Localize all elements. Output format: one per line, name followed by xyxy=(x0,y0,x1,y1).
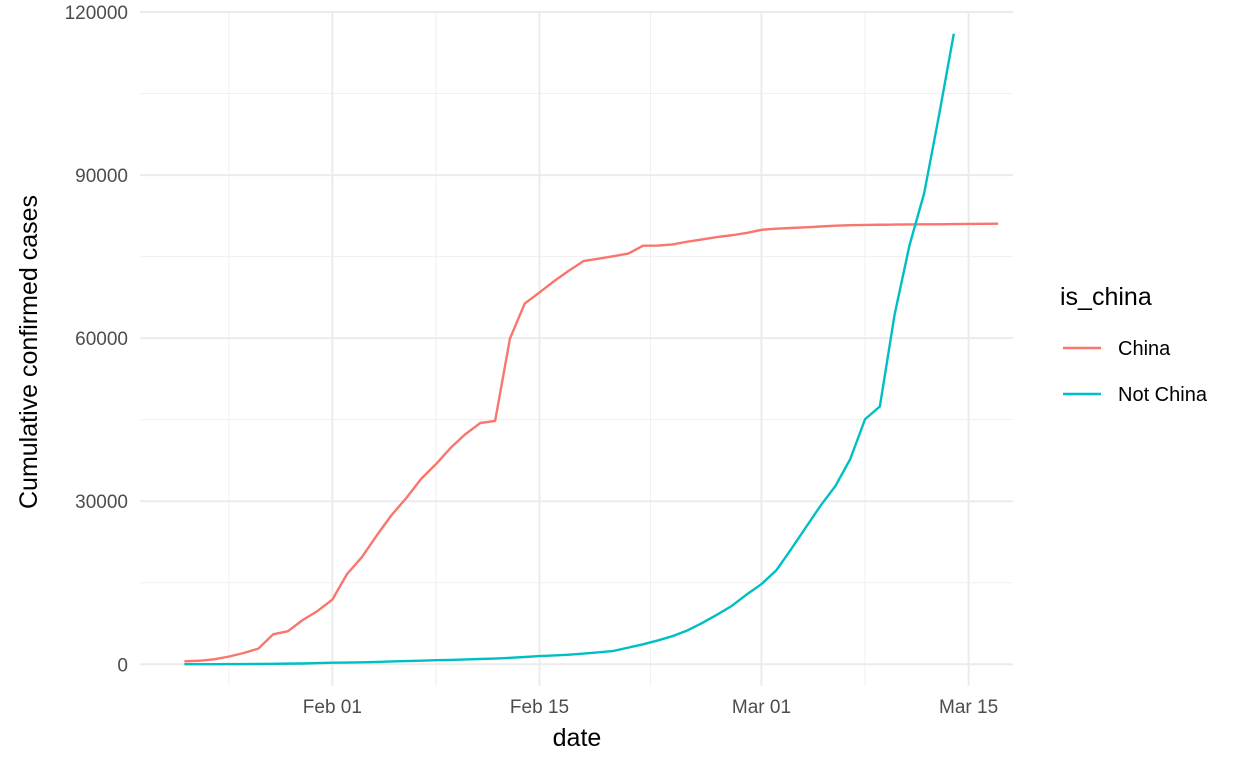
x-axis-tick-labels: Feb 01 Feb 15 Mar 01 Mar 15 xyxy=(303,697,998,718)
x-tick-label: Mar 15 xyxy=(939,697,998,718)
y-tick-label: 90000 xyxy=(75,166,128,187)
legend-title: is_china xyxy=(1060,283,1152,311)
legend-items: China Not China xyxy=(1063,338,1208,406)
minor-gridlines xyxy=(140,12,1013,686)
y-tick-label: 60000 xyxy=(75,329,128,350)
y-axis-tick-labels: 0 30000 60000 90000 120000 xyxy=(65,3,128,676)
x-tick-label: Mar 01 xyxy=(732,697,791,718)
major-gridlines xyxy=(140,11,1013,686)
y-tick-label: 120000 xyxy=(65,3,128,24)
y-tick-label: 30000 xyxy=(75,492,128,513)
series-layer xyxy=(184,33,999,666)
legend-label: China xyxy=(1118,338,1171,360)
y-tick-label: 0 xyxy=(117,655,128,676)
y-axis-title: Cumulative confirmed cases xyxy=(15,195,43,509)
series-line-not-china xyxy=(184,33,955,666)
x-axis-title: date xyxy=(553,724,602,752)
x-tick-label: Feb 01 xyxy=(303,697,362,718)
x-tick-label: Feb 15 xyxy=(510,697,569,718)
series-line-china xyxy=(184,222,999,663)
legend: is_china China Not China xyxy=(1060,283,1208,406)
legend-label: Not China xyxy=(1118,384,1208,406)
